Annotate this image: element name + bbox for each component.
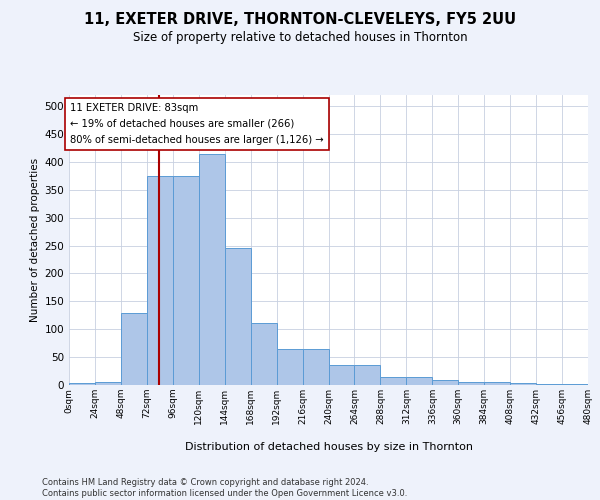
Bar — [173, 176, 199, 385]
Bar — [484, 382, 510, 385]
Bar — [121, 312, 147, 385]
Bar — [406, 376, 432, 385]
Bar — [458, 382, 484, 385]
Bar — [199, 154, 224, 385]
Bar — [251, 323, 277, 385]
Bar — [225, 248, 251, 385]
Text: Distribution of detached houses by size in Thornton: Distribution of detached houses by size … — [185, 442, 473, 452]
Bar — [432, 380, 458, 385]
Bar — [510, 384, 536, 385]
Bar — [277, 349, 302, 385]
Bar — [380, 376, 406, 385]
Bar — [147, 176, 173, 385]
Bar — [95, 382, 121, 385]
Text: Contains HM Land Registry data © Crown copyright and database right 2024.
Contai: Contains HM Land Registry data © Crown c… — [42, 478, 407, 498]
Bar — [562, 384, 588, 385]
Text: 11 EXETER DRIVE: 83sqm
← 19% of detached houses are smaller (266)
80% of semi-de: 11 EXETER DRIVE: 83sqm ← 19% of detached… — [70, 104, 324, 144]
Y-axis label: Number of detached properties: Number of detached properties — [30, 158, 40, 322]
Bar — [329, 366, 355, 385]
Bar — [536, 384, 562, 385]
Bar — [302, 349, 329, 385]
Bar — [355, 366, 380, 385]
Bar — [69, 383, 95, 385]
Text: 11, EXETER DRIVE, THORNTON-CLEVELEYS, FY5 2UU: 11, EXETER DRIVE, THORNTON-CLEVELEYS, FY… — [84, 12, 516, 28]
Text: Size of property relative to detached houses in Thornton: Size of property relative to detached ho… — [133, 31, 467, 44]
